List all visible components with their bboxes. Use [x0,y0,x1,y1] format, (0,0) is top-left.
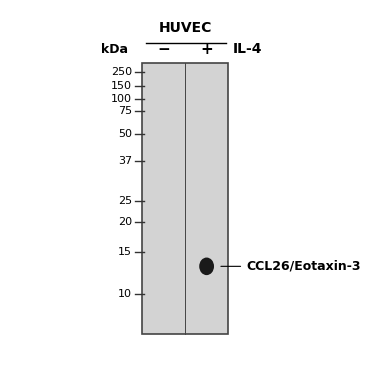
Ellipse shape [199,258,214,275]
Text: 250: 250 [111,67,132,77]
Text: IL-4: IL-4 [233,42,262,56]
Text: kDa: kDa [100,43,128,56]
Text: 15: 15 [118,247,132,256]
Ellipse shape [202,262,211,271]
Text: 20: 20 [118,217,132,227]
Text: 25: 25 [118,196,132,206]
Text: HUVEC: HUVEC [159,21,212,35]
Text: 37: 37 [118,156,132,166]
Text: −: − [158,42,170,57]
Text: CCL26/Eotaxin-3: CCL26/Eotaxin-3 [221,260,361,273]
Text: +: + [200,42,213,57]
Ellipse shape [201,260,212,273]
Text: 100: 100 [111,94,132,104]
Text: 150: 150 [111,81,132,91]
Text: 75: 75 [118,105,132,116]
Text: 50: 50 [118,129,132,140]
FancyBboxPatch shape [142,63,228,334]
Text: 10: 10 [118,289,132,299]
